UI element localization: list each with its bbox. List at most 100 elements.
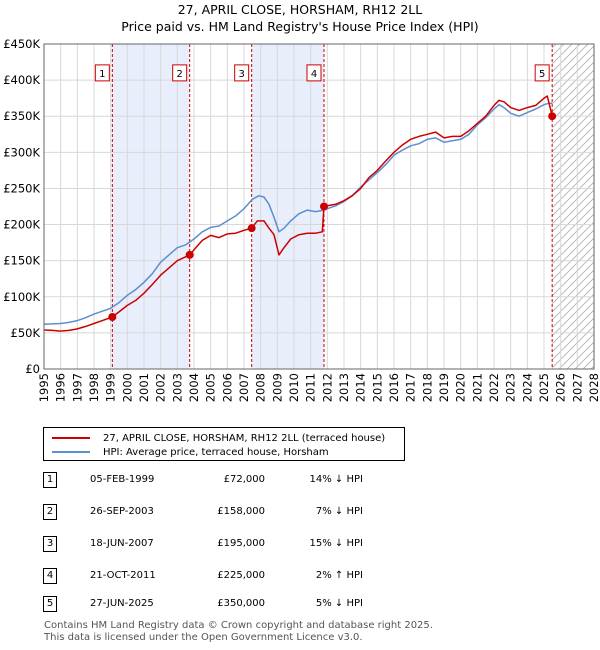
x-tick-label: 2026 [554,373,568,402]
sale-marker-box [234,64,250,82]
legend-item-property: 27, APRIL CLOSE, HORSHAM, RH12 2LL (terr… [52,431,385,445]
sale-marker-box [172,64,188,82]
sale-marker-box [306,64,322,82]
x-tick-label: 1998 [87,373,101,402]
x-tick-label: 2004 [187,373,201,402]
shaded-period-2 [251,44,324,369]
y-tick-label: £250K [3,181,40,195]
sale-number: 4 [43,568,57,584]
sale-date: 18-JUN-2007 [90,538,154,549]
x-tick-label: 2000 [120,373,134,402]
x-tick-label: 2017 [404,373,418,402]
x-tick-label: 2007 [237,373,251,402]
sale-point-1 [108,313,117,321]
sale-marker-text: 5 [539,69,545,80]
sale-number: 3 [43,536,57,552]
sale-date: 05-FEB-1999 [90,474,155,485]
x-tick-label: 2002 [154,373,168,402]
legend-swatch-property [52,437,90,439]
chart-subtitle: Price paid vs. HM Land Registry's House … [121,19,478,34]
sale-marker-box [534,64,550,82]
legend-label-property: 27, APRIL CLOSE, HORSHAM, RH12 2LL (terr… [103,432,386,444]
x-axis-ticks: 1995 1996 1997 1998 1999 2000 2001 2002 2003 2004… [37,43,600,402]
y-tick-label: £50K [11,326,41,340]
sale-marker-3: 3 [234,64,250,82]
sale-marker-text: 4 [311,69,317,80]
future-hatch [552,44,594,369]
sale-price: £350,000 [217,598,265,609]
table-row: 4 21-OCT-2011 £225,000 2% ↑ HPI [43,568,443,586]
x-tick-label: 1997 [70,373,84,402]
x-tick-label: 1999 [104,373,118,402]
footer-licence: This data is licensed under the Open Gov… [44,632,363,643]
x-tick-label: 2028 [587,373,600,402]
y-tick-label: £300K [3,145,40,159]
sale-point-4 [320,202,328,211]
sale-marker-2: 2 [172,64,188,82]
y-tick-label: £450K [3,37,40,51]
x-tick-label: 2005 [204,373,218,402]
plot-frame [43,43,595,370]
legend-label-hpi: HPI: Average price, terraced house, Hors… [103,446,329,458]
footer: Contains HM Land Registry data © Crown c… [44,620,433,644]
x-tick-label: 2001 [137,373,151,402]
x-tick-label: 2020 [454,373,468,402]
y-tick-label: £0 [25,362,40,376]
legend: 27, APRIL CLOSE, HORSHAM, RH12 2LL (terr… [43,427,405,461]
sale-price: £72,000 [223,474,265,485]
x-tick-label: 2003 [170,373,184,402]
table-row: 5 27-JUN-2025 £350,000 5% ↓ HPI [43,596,443,614]
sale-date: 26-SEP-2003 [90,506,154,517]
shaded-period-1 [112,44,190,369]
x-tick-label: 2027 [570,373,584,402]
shaded-periods [112,44,324,369]
sale-marker-labels: 1 2 3 4 5 [94,64,550,82]
x-tick-label: 2006 [220,373,234,402]
table-row: 1 05-FEB-1999 £72,000 14% ↓ HPI [43,472,443,490]
sale-price: £195,000 [217,538,265,549]
future-hatch-area [552,44,594,369]
x-tick-label: 2016 [387,373,401,402]
x-tick-label: 2013 [337,373,351,402]
price-chart: 27, APRIL CLOSE, HORSHAM, RH12 2LL Price… [3,2,600,402]
x-tick-label: 2015 [370,373,384,402]
y-tick-label: £100K [3,290,40,304]
x-tick-label: 2008 [254,373,268,402]
sale-price: £225,000 [217,570,265,581]
sale-marker-text: 3 [238,69,244,80]
y-tick-label: £400K [3,73,40,87]
x-tick-label: 2011 [304,373,318,402]
x-tick-label: 2021 [470,373,484,402]
x-tick-label: 1996 [54,373,68,402]
sale-point-3 [247,224,256,233]
sale-hpi-diff: 7% ↓ HPI [315,506,363,517]
sale-marker-text: 2 [176,69,182,80]
x-tick-label: 2024 [520,373,534,402]
sale-date: 21-OCT-2011 [90,570,156,581]
x-tick-label: 2022 [487,373,501,402]
chart-title: 27, APRIL CLOSE, HORSHAM, RH12 2LL [178,2,423,17]
sale-marker-5: 5 [534,64,550,82]
sale-point-2 [185,250,194,259]
property-line [43,95,553,332]
x-tick-label: 2023 [504,373,518,402]
table-row: 3 18-JUN-2007 £195,000 15% ↓ HPI [43,536,443,554]
x-tick-label: 2025 [537,373,551,402]
sale-marker-text: 1 [99,69,105,80]
series-lines [43,95,553,332]
sale-points [108,112,557,321]
sale-hpi-diff: 5% ↓ HPI [315,598,363,609]
table-row: 2 26-SEP-2003 £158,000 7% ↓ HPI [43,504,443,522]
sale-hpi-diff: 14% ↓ HPI [309,474,363,485]
sale-hpi-diff: 15% ↓ HPI [309,538,363,549]
hpi-line [43,102,553,325]
sale-point-5 [548,112,557,121]
legend-item-hpi: HPI: Average price, terraced house, Hors… [52,445,329,459]
sale-date: 27-JUN-2025 [90,598,154,609]
sale-marker-box [94,64,110,82]
sale-marker-4: 4 [306,64,322,82]
y-axis-ticks: £0 £50K £100K £150K £200K £250K £300K £350K £400… [3,37,40,376]
x-tick-label: 1995 [37,373,51,402]
sale-number: 5 [43,596,57,612]
sale-number: 2 [43,504,57,520]
